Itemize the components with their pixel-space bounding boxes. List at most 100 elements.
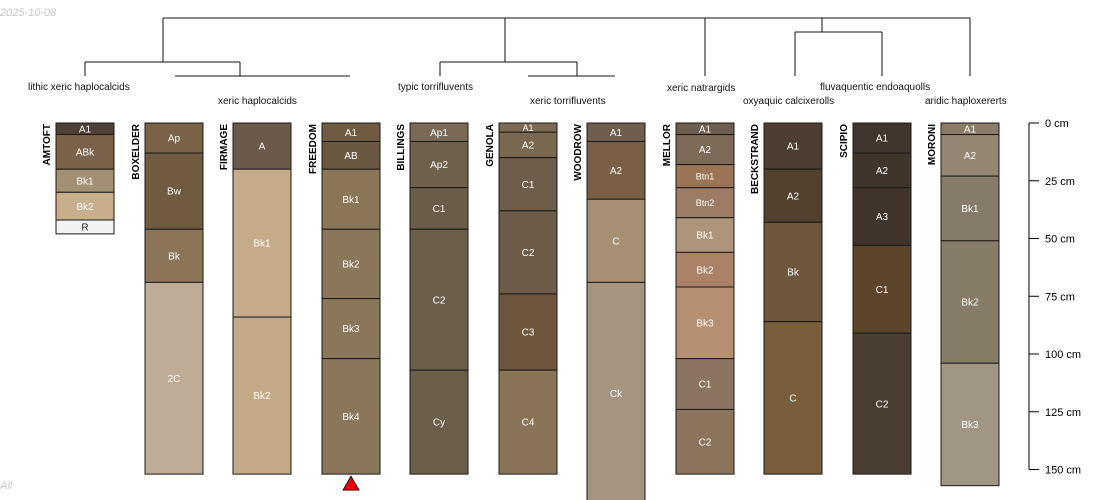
profile-name: WOODROW: [573, 123, 584, 180]
horizon: [498, 293, 558, 371]
horizon-label: A1: [345, 128, 358, 139]
profile-billings: Ap1 Ap2 C1 C2 Cy BILLINGS: [396, 122, 469, 475]
horizon-label: A2: [964, 151, 977, 162]
profile-name: BECKSTRAND: [750, 124, 761, 194]
profile-markers: [342, 475, 360, 491]
horizon-label: Bk4: [342, 412, 360, 423]
horizon-label: A1: [787, 142, 800, 153]
horizon-label: Bk1: [253, 239, 271, 250]
taxon-label: xeric torrifluvents: [530, 96, 606, 107]
profile-mellor: A1 A2 Btn1 Btn2 Bk1 Bk2 Bk3 C1 C2 MELLOR: [662, 122, 735, 475]
horizon-label: Ap1: [430, 128, 448, 139]
taxon-labels: lithic xeric haplocalcids xeric haplocalc…: [28, 82, 1007, 107]
profile-moroni: A1 A2 Bk1 Bk2 Bk3 MORONI: [927, 122, 1000, 487]
taxon-label: fluvaquentic endoaquolls: [820, 82, 930, 93]
horizon-label: Ck: [610, 389, 623, 400]
dendrogram: [84, 17, 971, 77]
profile-amtoft: A1 ABk Bk1 Bk2 R AMTOFT: [42, 122, 115, 235]
triangle-marker-icon: [342, 475, 360, 491]
horizon-label: C1: [699, 380, 712, 391]
axis-tick-label: 0 cm: [1045, 118, 1069, 130]
horizon: [321, 228, 381, 300]
horizon-label: C2: [699, 437, 712, 448]
profile-name: AMTOFT: [42, 124, 53, 165]
profile-name: MORONI: [927, 124, 938, 165]
horizon-label: Bk2: [342, 260, 360, 271]
taxon-label: oxyaquic calcixerolls: [743, 96, 834, 107]
horizon-label: A1: [876, 134, 889, 145]
horizon: [409, 369, 469, 475]
horizon-label: Bk3: [342, 324, 360, 335]
horizon-label: Bk: [787, 268, 800, 279]
horizon: [675, 187, 735, 219]
horizon-label: Btn2: [696, 198, 715, 208]
taxon-label: typic torrifluvents: [398, 82, 473, 93]
horizon-label: Bk2: [696, 265, 714, 276]
horizon-label: C2: [876, 399, 889, 410]
profile-name: FIRMAGE: [219, 124, 230, 170]
horizon-label: Bk2: [961, 298, 979, 309]
horizon-label: Bk2: [253, 391, 271, 402]
horizon-label: R: [81, 223, 88, 234]
horizon-label: Bk1: [76, 176, 94, 187]
horizon-label: C2: [433, 295, 446, 306]
horizon: [498, 157, 558, 212]
horizon-label: A2: [787, 191, 800, 202]
axis-tick-label: 150 cm: [1045, 465, 1081, 477]
horizon: [675, 358, 735, 410]
axis-tick-label: 25 cm: [1045, 176, 1075, 188]
horizon-label: Ap2: [430, 160, 448, 171]
profile-name: MELLOR: [662, 123, 673, 166]
profile-name: GENOLA: [485, 124, 496, 167]
horizon-label: Cy: [433, 418, 445, 429]
horizon-label: ABk: [76, 147, 95, 158]
horizon-label: C4: [522, 418, 535, 429]
horizon-label: Btn1: [696, 171, 715, 181]
horizon-label: A1: [79, 124, 92, 135]
horizon: [675, 134, 735, 166]
horizon-label: A2: [876, 166, 889, 177]
horizon-label: C: [612, 236, 619, 247]
profile-name: BILLINGS: [396, 124, 407, 171]
profile-freedom: A1 AB Bk1 Bk2 Bk3 Bk4 FREEDOM: [308, 122, 381, 475]
horizon-label: 2C: [168, 374, 181, 385]
axis-tick-label: 125 cm: [1045, 407, 1081, 419]
horizon: [852, 152, 912, 189]
profile-beckstrand: A1 A2 Bk C BECKSTRAND: [750, 122, 823, 475]
horizon-label: Bw: [167, 187, 182, 198]
horizon-label: Bk2: [76, 202, 94, 213]
horizon-label: A1: [522, 123, 533, 133]
horizon: [586, 281, 646, 500]
horizon-label: A1: [964, 124, 977, 135]
profile-name: SCIPIO: [839, 124, 850, 158]
horizon-label: A2: [699, 145, 712, 156]
horizon-label: A1: [699, 124, 712, 135]
horizon: [321, 298, 381, 360]
depth-axis: 0 cm 25 cm 50 cm 75 cm 100 cm 125 cm 150 cm: [1028, 118, 1081, 477]
horizon: [940, 134, 1000, 177]
profile-name: FREEDOM: [308, 124, 319, 174]
horizon-label: C2: [522, 248, 535, 259]
horizon: [940, 362, 1000, 487]
horizon: [763, 221, 823, 323]
horizon: [409, 228, 469, 371]
horizon-label: Bk1: [696, 231, 714, 242]
profile-genola: A1 A2 C1 C2 C3 C4 GENOLA: [485, 122, 558, 475]
horizon-label: Bk3: [961, 420, 979, 431]
horizon: [852, 122, 912, 154]
horizon-label: A: [259, 142, 266, 153]
taxon-label: xeric haplocalcids: [218, 96, 297, 107]
horizon-label: A2: [522, 141, 535, 152]
horizon-label: AB: [344, 151, 358, 162]
horizon-label: A2: [610, 166, 623, 177]
horizon-label: A1: [610, 128, 623, 139]
horizon: [321, 140, 381, 170]
horizon: [498, 131, 558, 159]
horizon: [409, 140, 469, 189]
axis-tick-label: 50 cm: [1045, 234, 1075, 246]
horizon-label: C1: [433, 204, 446, 215]
horizon: [232, 168, 292, 318]
horizon-label: Bk: [168, 251, 181, 262]
horizon-label: C: [789, 393, 796, 404]
